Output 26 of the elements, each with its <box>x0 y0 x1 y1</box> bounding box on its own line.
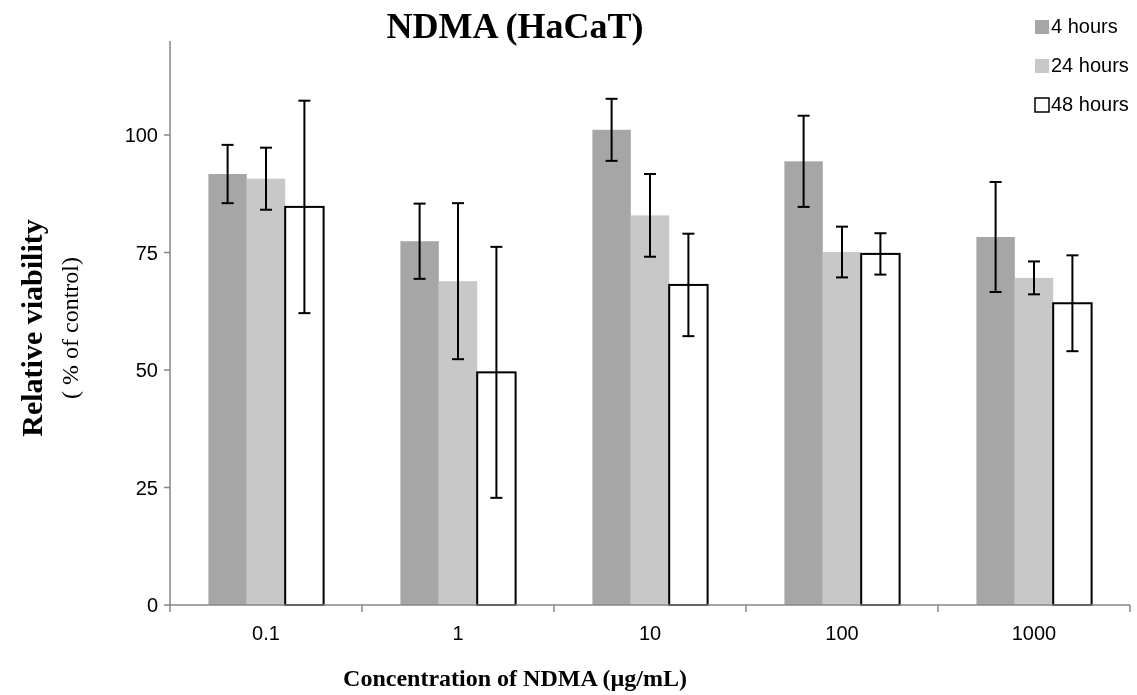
x-tick-label: 0.1 <box>252 622 280 644</box>
bar <box>630 215 670 605</box>
y-tick-label: 75 <box>135 241 158 264</box>
bar <box>784 161 823 605</box>
y-tick-label: 0 <box>146 594 158 616</box>
bar <box>246 178 286 605</box>
bar <box>438 281 478 605</box>
x-axis-title: Concentration of NDMA (µg/mL) <box>343 665 687 691</box>
legend-label: 48 hours <box>1051 93 1129 115</box>
bar <box>1014 277 1054 605</box>
y-tick-label: 100 <box>124 124 158 146</box>
x-tick-label: 1 <box>452 622 464 644</box>
bar <box>400 241 439 605</box>
x-tick-label: 1000 <box>1011 622 1057 644</box>
bar <box>822 252 862 605</box>
chart-title: NDMA (HaCaT) <box>386 6 644 46</box>
bar <box>208 174 247 605</box>
legend-label: 4 hours <box>1051 15 1118 37</box>
x-tick-label: 100 <box>825 622 859 644</box>
y-tick-label: 25 <box>135 476 158 499</box>
bar <box>592 129 631 605</box>
legend-label: 24 hours <box>1051 54 1129 76</box>
x-tick-label: 10 <box>638 622 662 644</box>
y-tick-label: 50 <box>135 359 158 381</box>
y-axis-title: Relative viability ( % of control) <box>15 219 83 437</box>
bar <box>976 236 1015 605</box>
